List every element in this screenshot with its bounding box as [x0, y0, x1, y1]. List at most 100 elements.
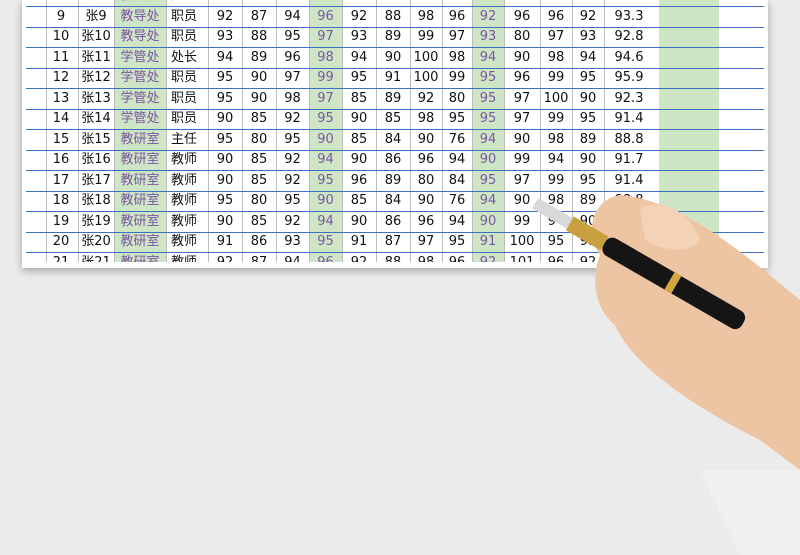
cell: 职员 [170, 111, 197, 126]
cell: 96 [448, 254, 466, 268]
column-line [442, 0, 443, 262]
cell: 96 [547, 8, 565, 24]
cell: 92 [417, 90, 435, 106]
row-line [26, 88, 764, 89]
cell: 10 [52, 29, 70, 44]
cell: 96 [513, 8, 531, 24]
cell: 99 [513, 152, 531, 167]
cell: 88.8 [614, 131, 644, 147]
cell: 张14 [81, 111, 111, 126]
column-line [376, 0, 377, 262]
cell: 95 [284, 29, 301, 44]
cell: 教师 [170, 213, 197, 229]
cell: 99 [547, 70, 565, 85]
cell: 张17 [81, 172, 111, 188]
cell: 92 [350, 8, 368, 24]
cell: 职员 [170, 90, 197, 106]
cell: 93 [216, 29, 234, 44]
cell: 95.9 [614, 70, 644, 85]
cell: 85 [250, 172, 268, 188]
cell: 97 [513, 111, 531, 126]
cell: 91 [216, 234, 234, 249]
cell: 87 [376, 0, 410, 6]
cell: 93 [276, 0, 309, 6]
cell: 90 [216, 213, 234, 229]
cell: 张21 [81, 254, 111, 268]
cell: 教师 [170, 193, 197, 208]
cell: 94 [479, 131, 497, 147]
cell: 95 [448, 234, 466, 249]
cell: 80 [448, 90, 466, 106]
cell: 97 [448, 29, 466, 44]
cell: 张10 [81, 29, 111, 44]
cell: 86 [384, 152, 402, 167]
cell: 97 [547, 29, 565, 44]
cell: 教研室 [120, 234, 160, 249]
cell: 88 [384, 254, 402, 268]
cell: 99 [513, 213, 531, 229]
cell: 93 [284, 234, 301, 249]
column-line [309, 0, 310, 262]
score-band [472, 0, 504, 262]
cell: 15 [52, 131, 70, 147]
cell: 91 [208, 0, 242, 6]
cell: 98 [417, 254, 435, 268]
cell: 职员 [170, 70, 197, 85]
finger [640, 204, 700, 250]
cell: 94 [216, 49, 234, 65]
column-line [540, 0, 541, 262]
pen-ring [565, 216, 609, 251]
cell: 101 [509, 254, 535, 268]
row-line [26, 170, 764, 171]
cell: 95 [504, 0, 540, 6]
cell: 92 [579, 8, 597, 24]
cell: 91 [472, 0, 504, 6]
cell: 85 [250, 152, 268, 167]
cell: 94 [547, 152, 565, 167]
column-line [604, 0, 605, 262]
cell: 张11 [81, 49, 111, 65]
cell: 95 [350, 70, 368, 85]
cell: 21 [52, 254, 70, 268]
row-line [26, 252, 764, 253]
cell: 96 [350, 172, 368, 188]
cell: 90 [317, 193, 334, 208]
cell: 93 [479, 29, 497, 44]
cell: 91.4 [614, 172, 644, 188]
cell: 8 [46, 0, 76, 6]
cell: 教师 [170, 172, 197, 188]
cell: 85 [250, 111, 268, 126]
cell: 85 [350, 90, 368, 106]
column-line [78, 0, 79, 262]
cell: 95 [579, 172, 597, 188]
cell: 95 [448, 111, 466, 126]
cell: 19 [52, 213, 70, 229]
cell: 教导处 [120, 29, 160, 44]
row-line [26, 190, 764, 192]
cell: 95 [479, 90, 497, 106]
cell: 84 [384, 193, 402, 208]
cell: 92 [284, 111, 301, 126]
cell: 16 [52, 152, 70, 167]
sleeve [700, 470, 800, 555]
cell: 94 [350, 49, 368, 65]
cell: 95 [479, 172, 497, 188]
score-band [309, 0, 342, 262]
cell: 96 [448, 8, 466, 24]
cell: 90 [350, 111, 368, 126]
cell: 97 [284, 70, 301, 85]
cell: 96 [547, 254, 565, 268]
column-line [504, 0, 505, 262]
cell: 94 [448, 213, 466, 229]
cell: 97 [317, 90, 334, 106]
cell: 93.3 [614, 8, 644, 24]
cell: 95 [579, 111, 597, 126]
cell: 张20 [81, 234, 111, 249]
cell: 92 [216, 8, 234, 24]
cell: 职员 [170, 8, 197, 24]
cell: 91 [342, 0, 376, 6]
cell: 主任 [170, 131, 197, 147]
cell: 84 [384, 131, 402, 147]
row-line [26, 26, 764, 28]
